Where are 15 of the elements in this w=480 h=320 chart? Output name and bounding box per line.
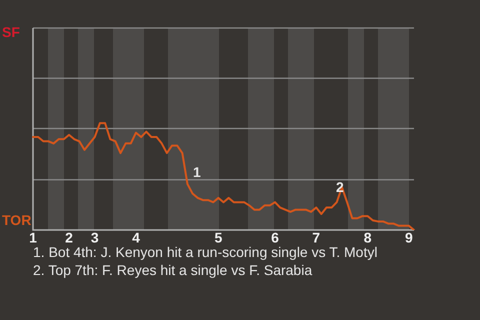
text: TOR [2,212,32,228]
x-tick-label: 3 [90,229,99,246]
text: 2. Top 7th: F. Reyes hit a single vs F. Sarabia [33,262,312,278]
x-tick-label: 7 [312,229,320,246]
x-tick-label: 4 [132,229,140,246]
annotation: 1 [193,164,201,180]
x-tick-label: 1 [29,229,38,246]
annotation: 2 [336,178,344,195]
x-tick-label: 5 [214,229,222,246]
text: SF [2,24,20,40]
x-tick-label: 8 [364,229,372,246]
x-tick-label: 2 [65,229,74,246]
text: 1. Bot 4th: J. Kenyon hit a run-scoring single vs T. Motyl [33,244,378,260]
x-tick-label: 6 [271,229,280,246]
x-tick-label: 9 [404,229,413,246]
